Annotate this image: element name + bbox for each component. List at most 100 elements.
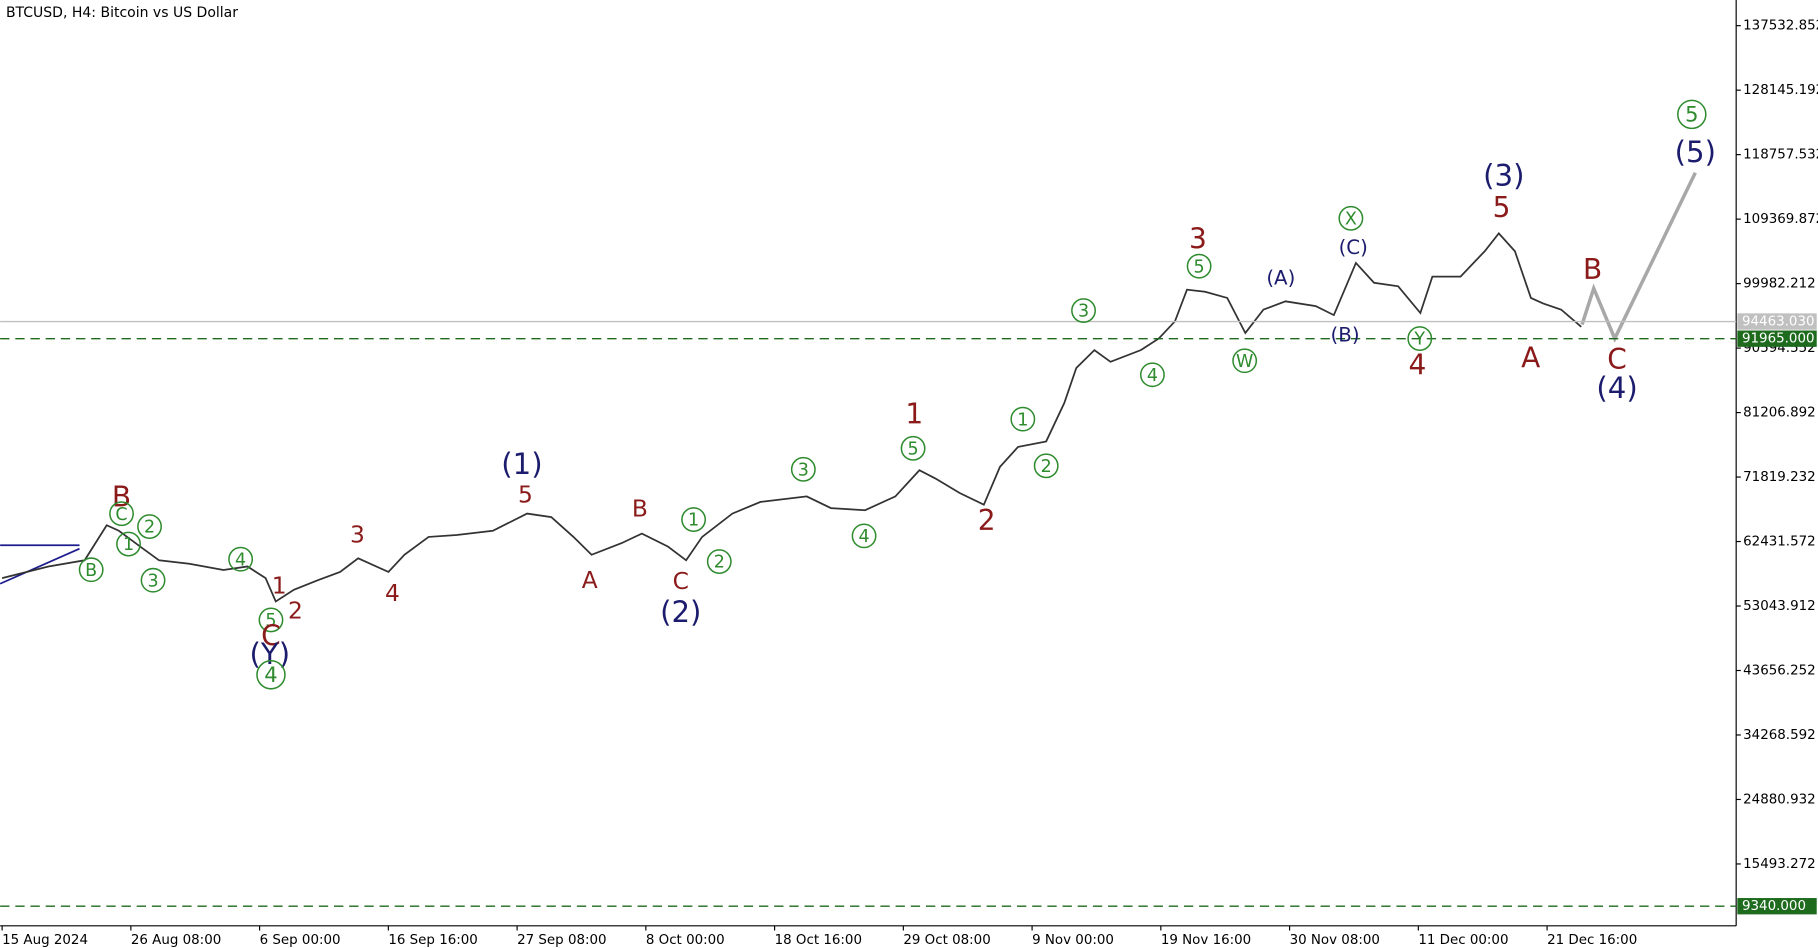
wave-circle	[258, 607, 284, 633]
wave-label: 5	[908, 439, 919, 459]
x-tick-label: 18 Oct 16:00	[775, 933, 862, 948]
wave-circle	[116, 531, 141, 557]
x-tick-label: 19 Nov 16:00	[1161, 933, 1251, 948]
wave-label: 3	[798, 460, 809, 480]
wave-label: C	[673, 567, 689, 595]
y-tick-label: 15493.272	[1743, 857, 1816, 872]
wave-label: 1	[123, 535, 134, 555]
wave-label: B	[1583, 253, 1602, 286]
wave-circle	[256, 660, 286, 690]
price-label: 94463.030	[1742, 315, 1815, 330]
x-tick-label: 6 Sep 00:00	[260, 933, 341, 948]
wave-circle	[1139, 362, 1165, 388]
wave-label: (5)	[1675, 135, 1716, 169]
y-tick-label: 43656.252	[1743, 664, 1816, 679]
wave-circle	[1232, 348, 1258, 374]
x-tick-label: 9 Nov 00:00	[1032, 933, 1114, 948]
wave-label: 2	[1041, 457, 1052, 477]
wave-circle	[1338, 205, 1364, 231]
wave-circle	[78, 557, 104, 583]
y-tick-label: 128145.192	[1743, 83, 1818, 98]
wave-label: 5	[265, 611, 276, 631]
wave-label: 5	[518, 481, 533, 509]
wave-label: A	[1521, 342, 1540, 375]
wave-label: 4	[858, 527, 869, 547]
wave-circle	[790, 456, 816, 482]
x-tick-label: 8 Oct 00:00	[646, 933, 725, 948]
wave-label: (3)	[1483, 158, 1524, 192]
y-tick-label: 53043.912	[1743, 599, 1816, 614]
wave-circle	[109, 501, 134, 527]
price-label-box	[1737, 898, 1817, 915]
wave-label: (1)	[501, 447, 542, 481]
wave-label: 2	[978, 504, 996, 537]
wave-circle	[1186, 253, 1212, 279]
triangle-edge	[0, 547, 80, 585]
wave-circle	[140, 567, 166, 593]
y-tick-label: 62431.572	[1743, 535, 1816, 550]
wave-label: 1	[688, 511, 699, 531]
price-label: 9340.000	[1742, 899, 1806, 914]
y-tick-label: 137532.852	[1743, 19, 1818, 34]
x-tick-label: 27 Sep 08:00	[517, 933, 606, 948]
y-tick-label: 71819.232	[1743, 470, 1816, 485]
wave-label: 3	[1189, 223, 1207, 256]
y-tick-label: 81206.892	[1743, 406, 1816, 421]
wave-label: 2	[144, 518, 155, 538]
wave-label: (C)	[1339, 236, 1368, 259]
x-tick-label: 30 Nov 08:00	[1290, 933, 1380, 948]
wave-label: 4	[385, 579, 400, 607]
wave-circle	[1033, 453, 1059, 479]
projection-path	[1580, 172, 1697, 343]
triangle-pattern	[0, 544, 80, 585]
wave-label: 4	[264, 662, 277, 687]
wave-label: C	[261, 619, 281, 652]
wave-label: 5	[1194, 257, 1205, 277]
price-label: 91965.000	[1742, 332, 1815, 347]
wave-label: C	[115, 505, 127, 525]
price-line	[1, 232, 1582, 603]
wave-circle	[706, 549, 732, 574]
wave-circle	[900, 435, 926, 461]
y-tick-label: 118757.532	[1743, 148, 1818, 163]
wave-label: 5	[1685, 102, 1698, 127]
y-tick-label: 34268.592	[1743, 728, 1816, 743]
wave-label: W	[1236, 352, 1253, 372]
y-tick-label: 109369.872	[1743, 212, 1818, 227]
x-tick-label: 16 Sep 16:00	[388, 933, 477, 948]
x-tick-label: 11 Dec 00:00	[1418, 933, 1508, 948]
price-label-box	[1737, 313, 1817, 330]
wave-label: B	[632, 495, 648, 523]
wave-label: 5	[1493, 191, 1511, 224]
y-tick-label: 24880.932	[1743, 792, 1816, 807]
x-tick-label: 15 Aug 2024	[2, 933, 88, 948]
wave-label: A	[582, 566, 598, 594]
wave-label: Y	[1413, 330, 1425, 350]
wave-label: 1	[905, 398, 923, 431]
wave-label: (A)	[1266, 267, 1295, 290]
wave-label: (Y)	[250, 637, 291, 671]
wave-label: 4	[1409, 349, 1427, 382]
wave-circle	[1677, 99, 1707, 130]
price-label-box	[1737, 330, 1817, 347]
wave-circle	[851, 523, 877, 549]
wave-label: B	[112, 481, 131, 514]
x-tick-label: 29 Oct 08:00	[903, 933, 990, 948]
wave-circle	[1407, 326, 1433, 352]
y-tick-label: 99982.212	[1743, 277, 1816, 292]
wave-label: 3	[147, 571, 158, 591]
wave-label: C	[1607, 343, 1627, 376]
wave-label: (B)	[1331, 324, 1360, 347]
wave-circle	[1071, 298, 1096, 323]
wave-label: 4	[1147, 366, 1158, 386]
wave-label: 3	[350, 520, 365, 548]
wave-label: 3	[1078, 302, 1089, 322]
wave-label: (2)	[660, 595, 701, 629]
wave-label: B	[85, 561, 97, 581]
wave-label: 2	[288, 596, 303, 624]
wave-label: 1	[272, 572, 287, 600]
wave-circle	[681, 507, 707, 532]
